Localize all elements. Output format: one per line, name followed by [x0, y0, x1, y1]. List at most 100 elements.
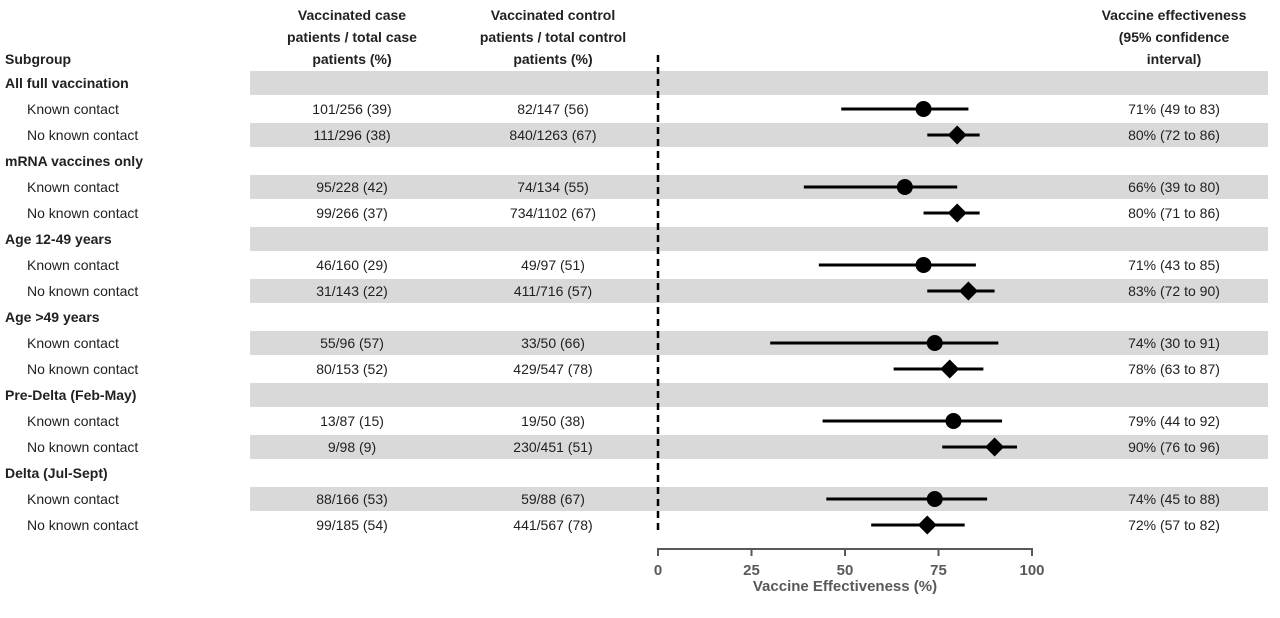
vaccine-effectiveness-value: 90% (76 to 96) — [1128, 439, 1220, 455]
column-header-subgroup: Subgroup — [5, 51, 72, 67]
header-line: patients (%) — [312, 51, 392, 67]
table-row: Known contact 13/87 (15) 19/50 (38) 79% (44… — [0, 408, 1280, 434]
row-label: Known contact — [27, 491, 119, 507]
case-patients-value: 55/96 (57) — [320, 335, 384, 351]
row-shading-band — [250, 383, 1268, 407]
row-shading-band — [250, 71, 1268, 95]
vaccine-effectiveness-value: 83% (72 to 90) — [1128, 283, 1220, 299]
subgroup-name: mRNA vaccines only — [5, 153, 143, 169]
x-axis-tick-label: 50 — [837, 562, 854, 579]
vaccine-effectiveness-value: 71% (49 to 83) — [1128, 101, 1220, 117]
x-axis-tick-label: 25 — [743, 562, 760, 579]
case-patients-value: 101/256 (39) — [312, 101, 392, 117]
table-row: Known contact 46/160 (29) 49/97 (51) 71% (4… — [0, 252, 1280, 278]
header-line: patients / total case — [287, 29, 417, 45]
control-patients-value: 19/50 (38) — [521, 413, 585, 429]
subgroup-name: All full vaccination — [5, 75, 129, 91]
vaccine-effectiveness-value: 80% (71 to 86) — [1128, 205, 1220, 221]
column-header-control: Vaccinated control patients / total cont… — [453, 4, 653, 70]
x-axis-tick-label: 0 — [654, 562, 662, 579]
x-axis-tick-label: 100 — [1019, 562, 1044, 579]
column-header-vaccine-effectiveness: Vaccine effectiveness (95% confidence in… — [1074, 4, 1274, 70]
case-patients-value: 13/87 (15) — [320, 413, 384, 429]
header-line: interval) — [1146, 51, 1202, 67]
row-shading-band — [250, 123, 1268, 147]
control-patients-value: 49/97 (51) — [521, 257, 585, 273]
row-label: No known contact — [27, 439, 139, 455]
vaccine-effectiveness-value: 78% (63 to 87) — [1128, 361, 1220, 377]
row-shading-band — [250, 331, 1268, 355]
group-header-row: Age >49 years — [0, 304, 1280, 330]
row-shading-band — [250, 435, 1268, 459]
header-line: Vaccine effectiveness — [1101, 7, 1247, 23]
vaccine-effectiveness-value: 80% (72 to 86) — [1128, 127, 1220, 143]
header-line: Vaccinated control — [490, 7, 616, 23]
row-shading-band — [250, 487, 1268, 511]
subgroup-name: Delta (Jul-Sept) — [5, 465, 108, 481]
control-patients-value: 429/547 (78) — [513, 361, 593, 377]
row-label: No known contact — [27, 127, 139, 143]
header-line: (95% confidence — [1118, 29, 1230, 45]
table-row: No known contact 99/266 (37) 734/1102 (67)… — [0, 200, 1280, 226]
table-row: No known contact 111/296 (38) 840/1263 (67… — [0, 122, 1280, 148]
vaccine-effectiveness-value: 74% (30 to 91) — [1128, 335, 1220, 351]
vaccine-effectiveness-value: 79% (44 to 92) — [1128, 413, 1220, 429]
column-header-case: Vaccinated case patients / total case pa… — [252, 4, 452, 70]
vaccine-effectiveness-value: 66% (39 to 80) — [1128, 179, 1220, 195]
group-header-row: mRNA vaccines only — [0, 148, 1280, 174]
subgroup-name: Age 12-49 years — [5, 231, 112, 247]
subgroup-name: Pre-Delta (Feb-May) — [5, 387, 137, 403]
header-line: patients / total control — [479, 29, 627, 45]
group-header-row: All full vaccination — [0, 70, 1280, 96]
row-label: No known contact — [27, 361, 139, 377]
row-shading-band — [250, 279, 1268, 303]
control-patients-value: 59/88 (67) — [521, 491, 585, 507]
case-patients-value: 88/166 (53) — [316, 491, 388, 507]
vaccine-effectiveness-value: 74% (45 to 88) — [1128, 491, 1220, 507]
group-header-row: Pre-Delta (Feb-May) — [0, 382, 1280, 408]
row-label: No known contact — [27, 517, 139, 533]
row-label: Known contact — [27, 179, 119, 195]
control-patients-value: 441/567 (78) — [513, 517, 593, 533]
control-patients-value: 411/716 (57) — [513, 283, 593, 299]
header-line: patients (%) — [513, 51, 593, 67]
control-patients-value: 840/1263 (67) — [509, 127, 597, 143]
group-header-row: Delta (Jul-Sept) — [0, 460, 1280, 486]
table-row: Known contact 88/166 (53) 59/88 (67) 74% (4… — [0, 486, 1280, 512]
row-label: Known contact — [27, 257, 119, 273]
row-label: Known contact — [27, 101, 119, 117]
case-patients-value: 31/143 (22) — [316, 283, 388, 299]
case-patients-value: 95/228 (42) — [316, 179, 388, 195]
case-patients-value: 111/296 (38) — [313, 127, 391, 143]
row-shading-band — [250, 227, 1268, 251]
case-patients-value: 46/160 (29) — [316, 257, 388, 273]
row-label: Known contact — [27, 335, 119, 351]
table-row: Known contact 95/228 (42) 74/134 (55) 66% (… — [0, 174, 1280, 200]
control-patients-value: 734/1102 (67) — [509, 205, 597, 221]
row-label: No known contact — [27, 283, 139, 299]
header-line: Vaccinated case — [297, 7, 407, 23]
control-patients-value: 230/451 (51) — [513, 439, 593, 455]
table-row: No known contact 9/98 (9) 230/451 (51) 90% … — [0, 434, 1280, 460]
control-patients-value: 74/134 (55) — [517, 179, 589, 195]
x-axis-tick-label: 75 — [930, 562, 947, 579]
table-row: No known contact 80/153 (52) 429/547 (78) 7… — [0, 356, 1280, 382]
row-label: Known contact — [27, 413, 119, 429]
x-axis-title: Vaccine Effectiveness (%) — [752, 578, 938, 595]
case-patients-value: 80/153 (52) — [316, 361, 388, 377]
row-shading-band — [250, 175, 1268, 199]
table-row: No known contact 31/143 (22) 411/716 (57) 8… — [0, 278, 1280, 304]
vaccine-effectiveness-value: 72% (57 to 82) — [1128, 517, 1220, 533]
table-row: Known contact 55/96 (57) 33/50 (66) 74% (30… — [0, 330, 1280, 356]
vaccine-effectiveness-value: 71% (43 to 85) — [1128, 257, 1220, 273]
case-patients-value: 9/98 (9) — [327, 439, 377, 455]
control-patients-value: 33/50 (66) — [521, 335, 585, 351]
case-patients-value: 99/266 (37) — [316, 205, 388, 221]
case-patients-value: 99/185 (54) — [316, 517, 388, 533]
table-row: No known contact 99/185 (54) 441/567 (78) 7… — [0, 512, 1280, 538]
subgroup-name: Age >49 years — [5, 309, 100, 325]
control-patients-value: 82/147 (56) — [517, 101, 589, 117]
table-row: Known contact 101/256 (39) 82/147 (56) 71% … — [0, 96, 1280, 122]
row-label: No known contact — [27, 205, 139, 221]
